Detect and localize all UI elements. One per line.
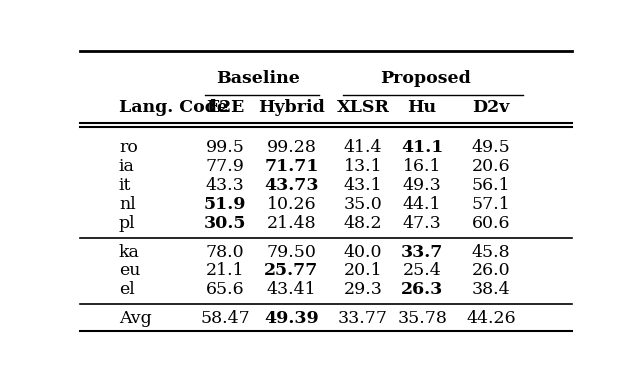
Text: 38.4: 38.4 (472, 281, 510, 298)
Text: 49.39: 49.39 (264, 310, 319, 327)
Text: 43.1: 43.1 (343, 177, 382, 194)
Text: 56.1: 56.1 (472, 177, 510, 194)
Text: 43.41: 43.41 (266, 281, 316, 298)
Text: 60.6: 60.6 (472, 215, 510, 232)
Text: 99.5: 99.5 (205, 139, 244, 156)
Text: XLSR: XLSR (336, 99, 389, 116)
Text: 20.6: 20.6 (472, 158, 510, 175)
Text: el: el (119, 281, 135, 298)
Text: Hu: Hu (408, 99, 437, 116)
Text: 30.5: 30.5 (204, 215, 246, 232)
Text: 35.78: 35.78 (397, 310, 447, 327)
Text: 16.1: 16.1 (403, 158, 441, 175)
Text: 57.1: 57.1 (472, 196, 511, 213)
Text: 41.1: 41.1 (401, 139, 443, 156)
Text: 20.1: 20.1 (343, 262, 382, 279)
Text: ia: ia (119, 158, 135, 175)
Text: 44.1: 44.1 (403, 196, 441, 213)
Text: Avg: Avg (119, 310, 151, 327)
Text: 35.0: 35.0 (343, 196, 382, 213)
Text: 26.0: 26.0 (472, 262, 510, 279)
Text: 71.71: 71.71 (264, 158, 319, 175)
Text: 21.48: 21.48 (266, 215, 316, 232)
Text: Lang. Code: Lang. Code (119, 99, 228, 116)
Text: 21.1: 21.1 (205, 262, 244, 279)
Text: 25.4: 25.4 (403, 262, 441, 279)
Text: nl: nl (119, 196, 135, 213)
Text: 65.6: 65.6 (205, 281, 244, 298)
Text: ka: ka (119, 243, 140, 260)
Text: 58.47: 58.47 (200, 310, 250, 327)
Text: it: it (119, 177, 131, 194)
Text: E2E: E2E (206, 99, 244, 116)
Text: 99.28: 99.28 (266, 139, 316, 156)
Text: 43.3: 43.3 (205, 177, 244, 194)
Text: Proposed: Proposed (380, 70, 471, 87)
Text: 43.73: 43.73 (264, 177, 319, 194)
Text: 29.3: 29.3 (343, 281, 382, 298)
Text: 47.3: 47.3 (403, 215, 441, 232)
Text: 45.8: 45.8 (472, 243, 510, 260)
Text: 78.0: 78.0 (205, 243, 244, 260)
Text: 26.3: 26.3 (401, 281, 443, 298)
Text: 10.26: 10.26 (266, 196, 316, 213)
Text: 40.0: 40.0 (343, 243, 382, 260)
Text: 49.3: 49.3 (403, 177, 441, 194)
Text: 48.2: 48.2 (343, 215, 382, 232)
Text: 33.77: 33.77 (338, 310, 388, 327)
Text: 41.4: 41.4 (343, 139, 382, 156)
Text: 13.1: 13.1 (343, 158, 382, 175)
Text: 79.50: 79.50 (266, 243, 316, 260)
Text: Baseline: Baseline (216, 70, 300, 87)
Text: 25.77: 25.77 (265, 262, 319, 279)
Text: Hybrid: Hybrid (258, 99, 325, 116)
Text: 49.5: 49.5 (472, 139, 511, 156)
Text: 33.7: 33.7 (401, 243, 443, 260)
Text: 44.26: 44.26 (466, 310, 516, 327)
Text: 77.9: 77.9 (205, 158, 244, 175)
Text: D2v: D2v (473, 99, 510, 116)
Text: pl: pl (119, 215, 135, 232)
Text: eu: eu (119, 262, 141, 279)
Text: 51.9: 51.9 (204, 196, 246, 213)
Text: ro: ro (119, 139, 138, 156)
